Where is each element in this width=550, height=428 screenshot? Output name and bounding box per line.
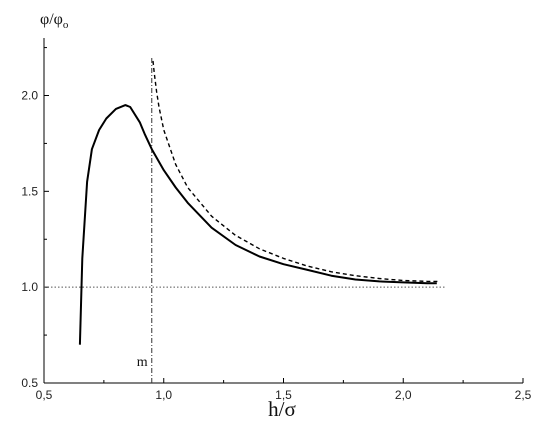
series-line-dashed xyxy=(152,60,440,283)
reference-lines xyxy=(44,57,447,383)
y-axis-title: φ/φo xyxy=(40,11,69,31)
series-line-solid xyxy=(78,104,437,345)
annotations: m xyxy=(137,355,148,370)
x-tick-label: 1,0 xyxy=(155,388,172,402)
y-tick-label: 1.0 xyxy=(21,280,38,294)
x-tick-label: 2,5 xyxy=(515,388,532,402)
y-tick-label: 0.5 xyxy=(21,376,38,390)
series-layer xyxy=(78,60,440,345)
x-tick-label: 0,5 xyxy=(36,388,53,402)
plot-frame xyxy=(43,38,523,384)
annotation-label: m xyxy=(137,355,148,370)
y-axis-ticks: 0.5 1.0 1.5 2.0 xyxy=(21,47,49,390)
y-tick-label: 2.0 xyxy=(21,89,38,103)
y-tick-label: 1.5 xyxy=(21,184,38,198)
x-axis-ticks: 0,5 1,0 1,5 2,0 2,5 xyxy=(36,378,532,402)
x-axis-title: h/σ xyxy=(268,397,296,421)
x-tick-label: 2,0 xyxy=(395,388,412,402)
x-tick-label: 1,5 xyxy=(275,388,292,402)
